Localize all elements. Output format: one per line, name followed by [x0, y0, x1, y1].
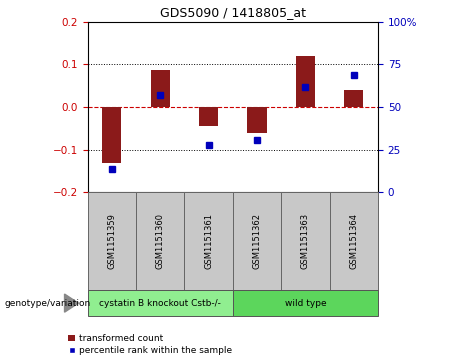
Bar [150, 70, 170, 107]
Text: genotype/variation: genotype/variation [5, 299, 91, 307]
Bar [233, 290, 378, 316]
Bar [281, 192, 330, 290]
Bar [88, 290, 233, 316]
Bar [330, 192, 378, 290]
Bar [199, 107, 218, 126]
Text: GSM1151364: GSM1151364 [349, 213, 358, 269]
Bar [88, 192, 136, 290]
Bar [247, 107, 266, 133]
Polygon shape [65, 294, 78, 312]
Bar [102, 107, 122, 163]
Text: GSM1151360: GSM1151360 [156, 213, 165, 269]
Text: cystatin B knockout Cstb-/-: cystatin B knockout Cstb-/- [99, 299, 221, 307]
Bar [136, 192, 184, 290]
Bar [184, 192, 233, 290]
Bar [296, 56, 315, 107]
Legend: transformed count, percentile rank within the sample: transformed count, percentile rank withi… [65, 331, 236, 359]
Text: GSM1151362: GSM1151362 [253, 213, 261, 269]
Text: wild type: wild type [284, 299, 326, 307]
Bar [344, 90, 363, 107]
Title: GDS5090 / 1418805_at: GDS5090 / 1418805_at [160, 6, 306, 19]
Bar [233, 192, 281, 290]
Text: GSM1151363: GSM1151363 [301, 213, 310, 269]
Text: GSM1151359: GSM1151359 [107, 213, 116, 269]
Text: GSM1151361: GSM1151361 [204, 213, 213, 269]
